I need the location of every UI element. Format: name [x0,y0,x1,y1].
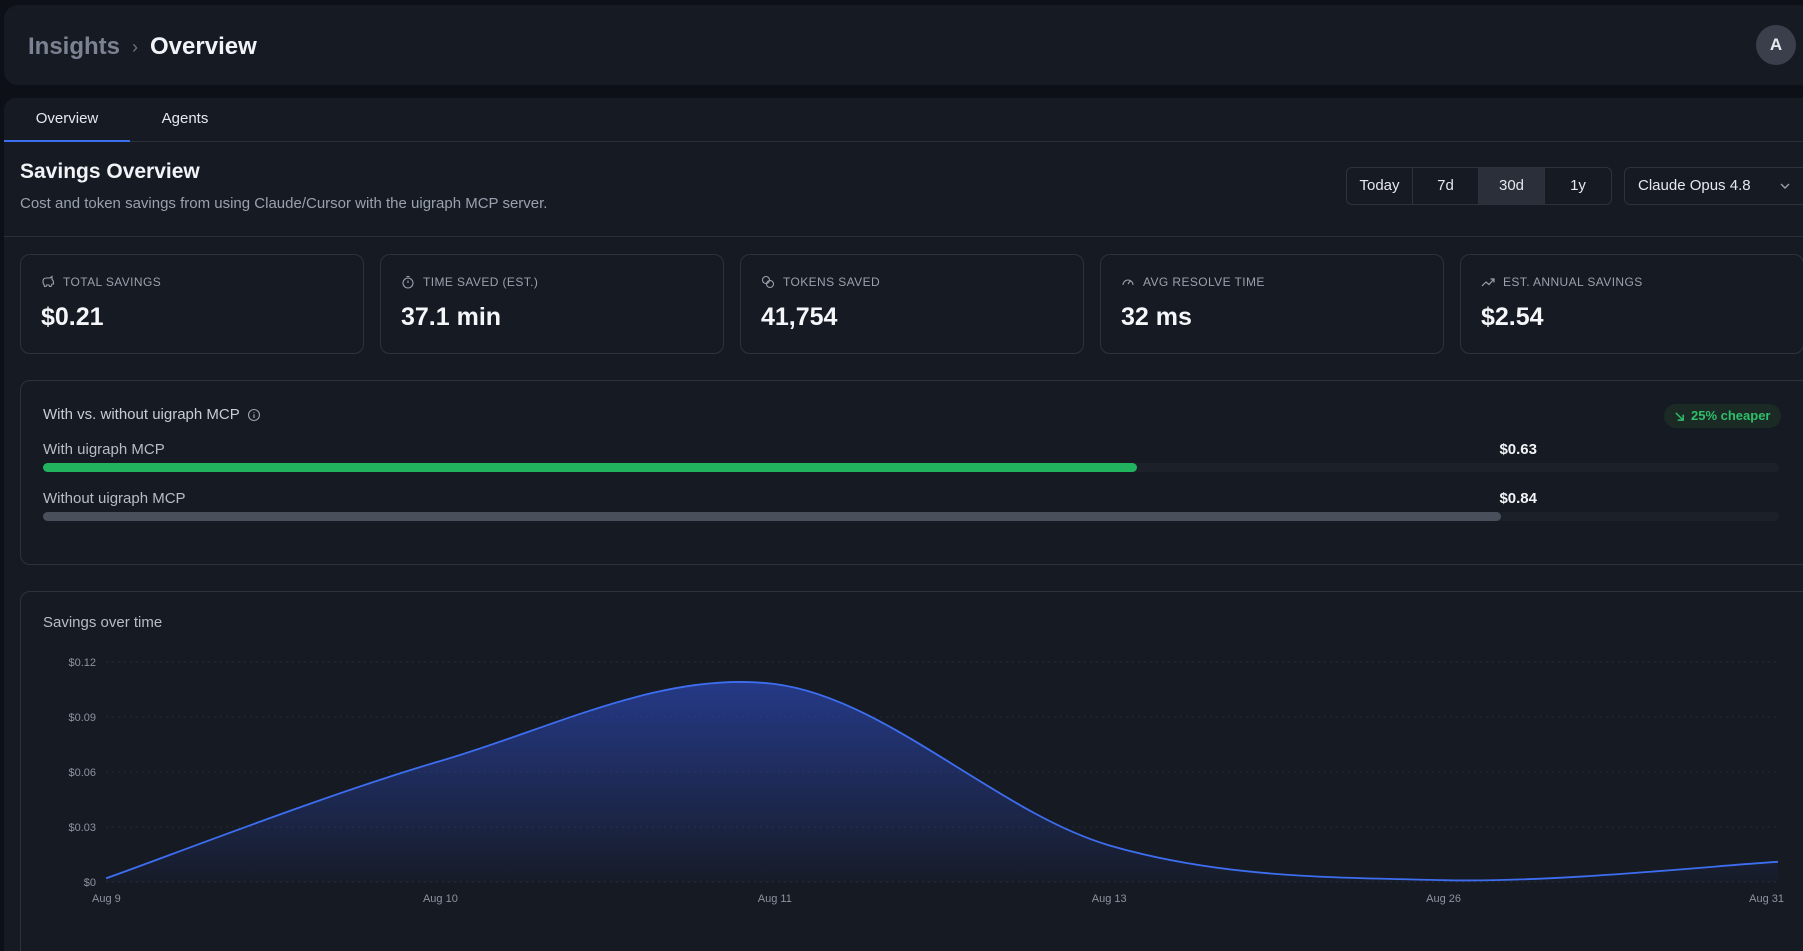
chart-title: Savings over time [43,614,163,631]
bar-label-without: Without uigraph MCP [43,490,186,507]
comparison-title: With vs. without uigraph MCP [43,406,240,423]
stat-label: AVG RESOLVE TIME [1143,275,1265,289]
stat-label: TOTAL SAVINGS [63,275,162,289]
range-30d-button[interactable]: 30d [1479,168,1545,204]
stat-value: $0.21 [41,303,104,331]
x-tick-label: Aug 11 [758,893,792,905]
y-tick-label: $0.06 [68,767,96,779]
x-tick-label: Aug 31 [1749,893,1784,905]
stat-label: TOKENS SAVED [783,275,881,289]
piggy-bank-icon [42,275,55,288]
y-tick-label: $0.03 [68,822,96,834]
bar-label-with: With uigraph MCP [43,441,165,458]
stat-card-avg-resolve-time: AVG RESOLVE TIME 32 ms [1100,254,1444,354]
range-7d-button[interactable]: 7d [1413,168,1479,204]
breadcrumb-root[interactable]: Insights [28,33,121,60]
stat-value: 41,754 [761,303,838,331]
stat-card-tokens-saved: TOKENS SAVED 41,754 [740,254,1084,354]
savings-badge-label: 25% cheaper [1691,408,1771,423]
range-1y-button[interactable]: 1y [1570,177,1586,194]
area-fill [106,681,1778,882]
series-line [105,680,1779,882]
y-tick-label: $0.12 [68,657,96,669]
stat-value: $2.54 [1481,303,1544,331]
bar-fill-with [43,463,1137,472]
stat-label: EST. ANNUAL SAVINGS [1503,275,1643,289]
tab-bar: Overview Agents [4,98,1803,142]
range-today-button[interactable]: Today [1347,168,1413,204]
arrow-down-right-icon [1675,411,1684,421]
model-select-value: Claude Opus 4.8 [1638,177,1751,194]
stat-value: 32 ms [1121,303,1192,331]
trending-up-icon [1481,278,1495,287]
coins-icon [761,275,775,289]
stopwatch-icon [402,275,414,289]
stat-label: TIME SAVED (EST.) [423,275,539,289]
avatar[interactable]: A [1756,25,1796,65]
stat-card-annual-savings: EST. ANNUAL SAVINGS $2.54 [1460,254,1803,354]
stat-value: 37.1 min [401,303,502,331]
tab-overview[interactable]: Overview [4,98,130,142]
stat-card-total-savings: TOTAL SAVINGS $0.21 [20,254,364,354]
breadcrumb: Insights › Overview [28,33,257,61]
x-tick-label: Aug 9 [92,893,121,905]
bar-track-without [43,512,1779,521]
bar-value-without: $0.84 [1499,490,1537,507]
savings-chart-card: Savings over time $0 $0.03 $0.06 $0.09 $0.12… [20,591,1803,951]
x-tick-label: Aug 10 [423,893,458,905]
top-bar: Insights › Overview [4,5,1803,85]
gauge-icon [1122,279,1134,286]
savings-badge: 25% cheaper [1664,404,1781,428]
stat-card-time-saved: TIME SAVED (EST.) 37.1 min [380,254,724,354]
info-icon[interactable] [247,408,261,422]
savings-chart: $0 $0.03 $0.06 $0.09 $0.12 Aug 9 Aug 10 Aug 11 A… [68,657,1784,905]
tab-agents[interactable]: Agents [161,110,209,127]
section-divider [4,236,1803,237]
bar-value-with: $0.63 [1499,441,1537,458]
page-subtitle: Cost and token savings from using Claude… [20,195,548,212]
model-select[interactable]: Claude Opus 4.8 [1624,167,1803,205]
date-range-selector: Today 7d 30d 1y [1346,167,1612,205]
bar-track-with [43,463,1779,472]
chevron-down-icon [1780,183,1790,189]
page-title: Savings Overview [20,160,200,183]
x-tick-label: Aug 13 [1092,893,1127,905]
comparison-card: With vs. without uigraph MCP 25% cheaper… [20,380,1803,565]
y-tick-label: $0.09 [68,712,96,724]
y-tick-label: $0 [84,877,96,889]
breadcrumb-separator: › [132,36,139,57]
breadcrumb-current: Overview [150,33,257,60]
bar-fill-without [43,512,1502,521]
x-tick-label: Aug 26 [1426,893,1461,905]
main-panel: Overview Agents Savings Overview Cost an… [4,98,1803,951]
